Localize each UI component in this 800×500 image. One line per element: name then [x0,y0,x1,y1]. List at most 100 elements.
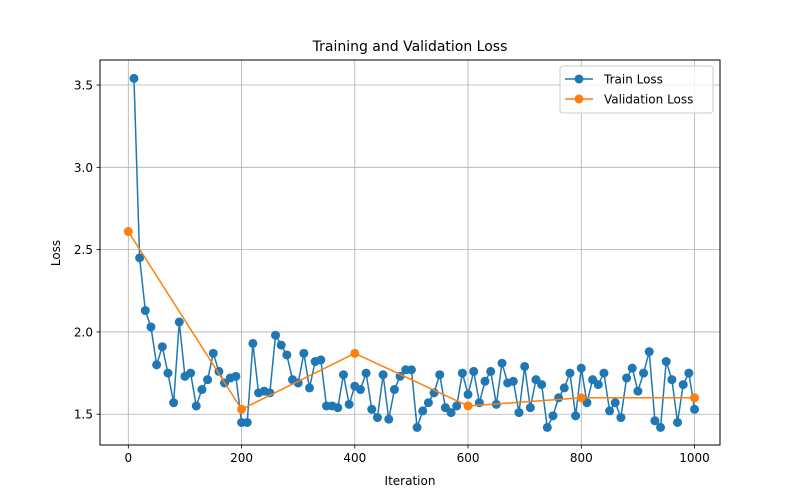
train-loss-point [418,406,428,416]
train-loss-point [633,386,643,396]
train-loss-point [174,317,184,327]
train-loss-point [480,376,490,386]
train-loss-point [129,73,139,83]
train-loss-point [372,413,382,423]
train-loss-point [282,350,292,360]
x-axis-ticks: 0 200 400 600 800 1000 [124,445,710,465]
train-loss-point [333,403,343,413]
train-loss-point [384,414,394,424]
train-loss-point [457,368,467,378]
train-loss-point [554,393,564,403]
y-tick-label: 3.0 [74,161,93,175]
y-axis-ticks: 1.5 2.0 2.5 3.0 3.5 [74,79,100,422]
train-loss-point [514,408,524,418]
x-tick-label: 600 [457,451,480,465]
train-loss-point [486,366,496,376]
validation-loss-point [350,348,360,358]
train-loss-point [542,422,552,432]
validation-loss-point [463,401,473,411]
train-loss-point [673,417,683,427]
legend-validation-marker [574,94,584,104]
x-tick-label: 400 [343,451,366,465]
x-axis-label: Iteration [385,474,436,488]
train-loss-point [622,373,632,383]
train-loss-point [338,370,348,380]
train-loss-point [520,361,530,371]
train-loss-point [627,363,637,373]
x-tick-label: 1000 [679,451,710,465]
train-loss-point [135,253,145,263]
train-loss-point [656,422,666,432]
train-loss-point [469,366,479,376]
train-loss-point [576,363,586,373]
train-loss-point [684,368,694,378]
axes-frame [99,59,721,446]
validation-loss-point [690,393,700,403]
train-loss-point [644,347,654,357]
train-loss-point [593,380,603,390]
train-loss-point [140,306,150,316]
train-loss-point [276,340,286,350]
train-loss-point [412,422,422,432]
validation-loss-point [237,404,247,414]
y-tick-label: 3.5 [74,79,93,93]
x-tick-label: 200 [230,451,253,465]
train-loss-point [157,342,167,352]
train-loss-point [378,370,388,380]
train-loss-point [452,401,462,411]
y-tick-label: 2.5 [74,243,93,257]
train-loss-point [316,355,326,365]
train-loss-point [571,411,581,421]
legend-box [559,65,714,114]
train-loss-point [191,401,201,411]
legend-train-marker [574,74,584,84]
train-loss-point [678,380,688,390]
train-loss-point [355,385,365,395]
train-loss-point [361,368,371,378]
train-loss-point [661,357,671,367]
series-layer [123,73,700,432]
train-loss-point [599,368,609,378]
validation-loss-series [123,227,700,414]
chart-title: Training and Validation Loss [312,39,508,55]
train-loss-point [446,408,456,418]
train-loss-point [548,411,558,421]
train-loss-point [616,413,626,423]
train-loss-series [129,73,700,432]
train-loss-point [299,348,309,358]
train-loss-point [152,360,162,370]
train-loss-point [271,330,281,340]
train-loss-point [559,383,569,393]
train-loss-point [344,399,354,409]
y-axis-label: Loss [49,240,63,266]
train-loss-point [367,404,377,414]
legend-validation-label: Validation Loss [604,93,693,107]
train-loss-point [208,348,218,358]
y-tick-label: 1.5 [74,408,93,422]
legend: Train Loss Validation Loss [559,65,714,114]
train-loss-point [197,385,207,395]
validation-loss-line [127,231,695,411]
train-loss-point [146,322,156,332]
train-loss-point [690,404,700,414]
train-loss-point [186,368,196,378]
train-loss-point [610,398,620,408]
y-tick-label: 2.0 [74,325,93,339]
legend-train-label: Train Loss [603,73,663,87]
train-loss-point [508,376,518,386]
x-tick-label: 0 [124,451,132,465]
validation-loss-point [123,227,133,237]
train-loss-point [169,398,179,408]
train-loss-point [248,338,258,348]
train-loss-point [650,416,660,426]
validation-loss-point [576,393,586,403]
train-loss-point [435,370,445,380]
train-loss-point [463,389,473,399]
train-loss-point [265,388,275,398]
train-loss-point [565,368,575,378]
train-loss-point [389,385,399,395]
train-loss-point [497,358,507,368]
train-loss-point [667,375,677,385]
train-loss-point [525,403,535,413]
